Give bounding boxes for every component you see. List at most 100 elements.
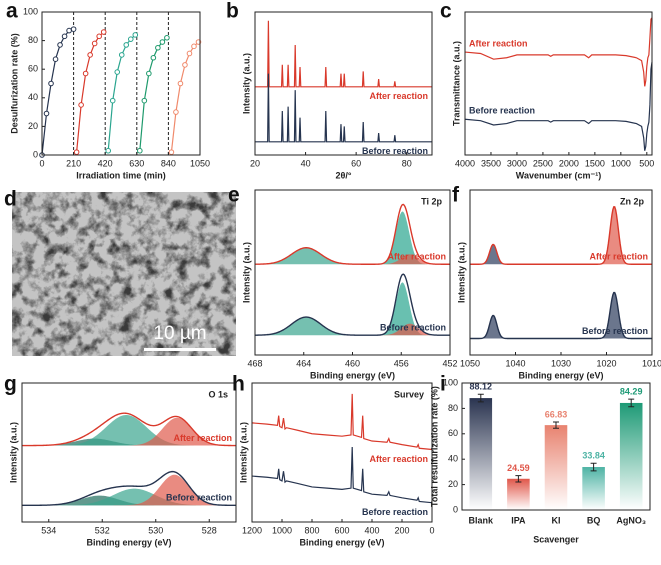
x-tick-label: 0 <box>429 525 434 535</box>
panel-note: Ti 2p <box>421 196 442 206</box>
series-label: Before reaction <box>380 323 446 333</box>
panel-note: O 1s <box>208 389 228 399</box>
point <box>61 33 68 40</box>
series-label: After reaction <box>469 38 528 48</box>
point <box>109 97 116 104</box>
point <box>73 149 80 155</box>
bar <box>582 467 605 510</box>
plot-frame <box>41 11 201 156</box>
y-axis-label: Desulfurization rate (%) <box>9 33 19 134</box>
panel-label: e <box>228 184 240 207</box>
x-tick-label: 1030 <box>551 358 571 368</box>
point <box>155 44 161 51</box>
value-label: 84.29 <box>620 387 643 397</box>
series-label: After reaction <box>173 433 232 443</box>
panel-label: d <box>4 188 17 211</box>
series-line <box>464 61 653 151</box>
point <box>82 70 89 77</box>
fit-component <box>470 244 652 265</box>
y-tick-label: 20 <box>28 121 38 131</box>
point <box>48 80 54 87</box>
x-tick-label: 600 <box>334 525 349 535</box>
x-tick-label: 1500 <box>585 158 605 168</box>
x-tick-label: 3000 <box>507 158 527 168</box>
x-tick-label: AgNO₃ <box>616 515 646 525</box>
point <box>168 149 175 155</box>
x-tick-label: 630 <box>129 158 144 168</box>
y-tick-label: 60 <box>448 428 458 438</box>
point <box>123 42 130 48</box>
series-label: After reaction <box>369 91 428 101</box>
x-axis-label: Binding energy (eV) <box>86 537 171 547</box>
y-tick-label: 40 <box>448 454 458 464</box>
x-axis-label: Scavenger <box>533 534 579 544</box>
x-tick-label: 2000 <box>559 158 579 168</box>
fit-component <box>22 495 236 506</box>
x-tick-label: 800 <box>304 525 319 535</box>
x-axis-label: Irradiation time (min) <box>76 170 166 180</box>
y-tick-label: 100 <box>443 377 458 387</box>
point <box>182 62 188 68</box>
value-label: 24.59 <box>507 463 530 473</box>
series-label: Before reaction <box>469 106 535 116</box>
spectrum-line <box>254 273 450 336</box>
x-tick-label: 200 <box>394 525 409 535</box>
panel-note: Zn 2p <box>620 196 645 206</box>
fit-component <box>255 211 450 265</box>
spectrum-line <box>254 203 450 265</box>
point <box>191 43 197 50</box>
spectrum-line <box>470 291 652 340</box>
series-line <box>255 20 432 88</box>
value-label: 88.12 <box>470 382 493 392</box>
point <box>43 110 50 117</box>
x-tick-label: 1050 <box>190 158 210 168</box>
fit-component <box>470 292 652 339</box>
y-tick-label: 60 <box>28 64 38 74</box>
error-bar <box>628 398 635 408</box>
x-tick-label: 420 <box>98 158 113 168</box>
x-tick-label: 80 <box>402 158 412 168</box>
x-tick-label: 500 <box>639 158 654 168</box>
series-label: After reaction <box>387 252 446 262</box>
x-tick-label: 1200 <box>242 525 262 535</box>
x-tick-label: 468 <box>247 358 262 368</box>
y-axis-label: Intensity (a.u.) <box>241 53 251 114</box>
x-axis-label: Binding energy (eV) <box>518 370 603 380</box>
x-tick-label: 40 <box>301 158 311 168</box>
series-label: Before reaction <box>166 493 232 503</box>
panel-label: f <box>452 184 460 207</box>
panel-label: h <box>232 373 245 396</box>
x-axis-label: Binding energy (eV) <box>299 537 384 547</box>
bar <box>544 425 568 510</box>
x-tick-label: 456 <box>394 358 409 368</box>
scale-bar-label: 10 µm <box>153 323 206 344</box>
series-line <box>170 41 199 153</box>
series-line <box>464 17 653 87</box>
x-tick-label: 1000 <box>272 525 292 535</box>
series-label: After reaction <box>369 454 428 464</box>
fit-component <box>470 206 652 265</box>
fit-component <box>255 323 450 336</box>
panel-label: a <box>6 0 18 23</box>
fit-component <box>255 282 450 336</box>
series-label: After reaction <box>589 252 648 262</box>
series-label: Before reaction <box>362 507 428 517</box>
plot-frame <box>464 11 653 156</box>
point <box>141 97 148 104</box>
series-line <box>251 447 433 504</box>
point <box>114 69 121 75</box>
point <box>100 29 107 35</box>
point <box>150 54 157 61</box>
point <box>118 52 125 58</box>
x-tick-label: 60 <box>351 158 361 168</box>
x-tick-label: 1000 <box>611 158 631 168</box>
x-tick-label: 1020 <box>596 358 616 368</box>
x-tick-label: 532 <box>95 525 110 535</box>
fit-component <box>22 417 236 446</box>
series-line <box>139 37 168 151</box>
spectrum-line <box>470 206 652 265</box>
error-bar <box>553 421 559 429</box>
panel-note: Survey <box>394 389 424 399</box>
bar <box>469 398 493 510</box>
